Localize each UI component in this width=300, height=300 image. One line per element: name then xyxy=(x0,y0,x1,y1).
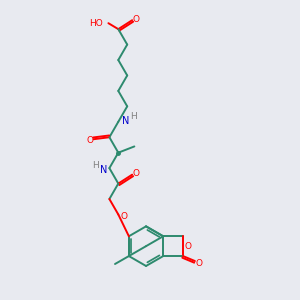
Text: H: H xyxy=(92,161,99,170)
Text: O: O xyxy=(133,15,140,24)
Text: O: O xyxy=(86,136,93,145)
Text: HO: HO xyxy=(89,19,102,28)
Text: O: O xyxy=(195,259,203,268)
Text: O: O xyxy=(121,212,128,221)
Text: H: H xyxy=(130,112,136,121)
Text: N: N xyxy=(122,116,129,126)
Text: O: O xyxy=(133,169,140,178)
Text: N: N xyxy=(100,165,107,175)
Text: O: O xyxy=(184,242,191,251)
